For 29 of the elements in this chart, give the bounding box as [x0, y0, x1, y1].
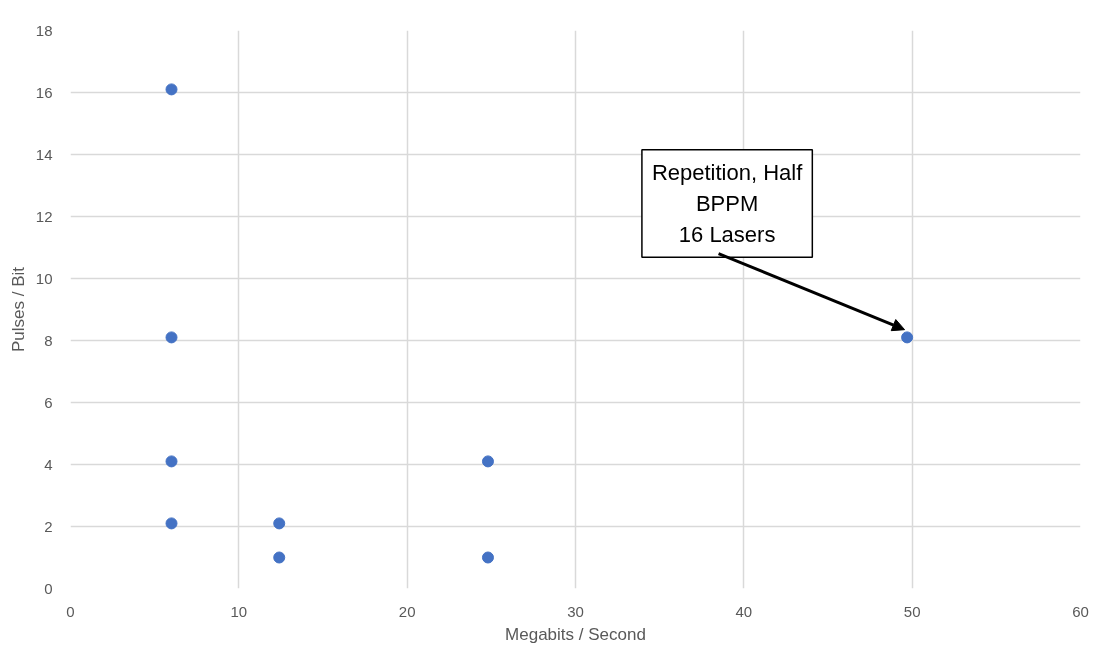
point [273, 517, 286, 530]
y-tick-label: 8 [44, 331, 53, 349]
x-tick-label: 30 [567, 602, 584, 620]
point [901, 331, 914, 344]
point [481, 455, 494, 468]
x-tick-label: 0 [66, 602, 75, 620]
point [165, 83, 178, 96]
annotation: Repetition, Half BPPM 16 Lasers [651, 159, 804, 248]
x-tick-label: 40 [735, 602, 753, 620]
y-tick-label: 16 [35, 83, 53, 101]
y-tick-label: 0 [44, 579, 53, 597]
y-tick-label: 2 [44, 517, 53, 535]
y-tick-label: 4 [44, 455, 53, 473]
point [165, 331, 178, 344]
x-tick-label: 10 [230, 602, 248, 620]
x-tick-label: 50 [903, 602, 921, 620]
x-tick-label: 60 [1072, 602, 1089, 620]
y-tick-label: 12 [35, 207, 53, 225]
y-tick-label: 14 [35, 145, 53, 163]
point [165, 455, 178, 468]
y-tick-label: 6 [44, 393, 53, 411]
x-tick-label: 20 [398, 602, 416, 620]
point [481, 551, 494, 564]
y-tick-label: 18 [35, 21, 53, 39]
y-axis-title: Pulses / Bit [8, 266, 28, 353]
point [273, 551, 286, 564]
x-axis-title: Megabits / Second [505, 624, 646, 644]
point [165, 517, 178, 530]
y-tick-label: 10 [35, 269, 53, 287]
